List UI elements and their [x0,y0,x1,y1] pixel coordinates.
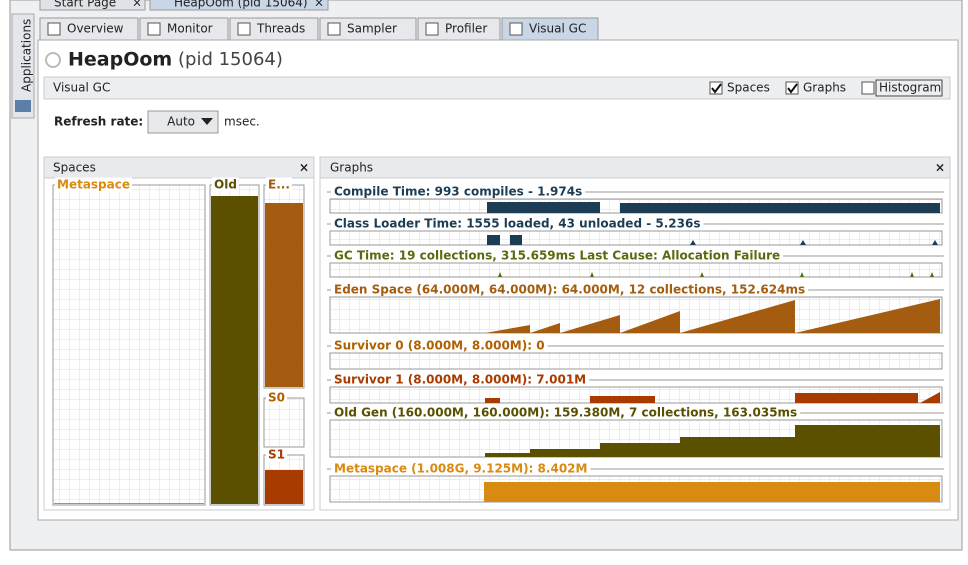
tab-label: Profiler [445,22,487,36]
label-bg [331,216,704,231]
graph-trace [487,202,940,213]
refresh-combo[interactable] [147,110,219,134]
spaces-title: Spaces [53,161,96,175]
space-label: Metaspace [57,178,130,192]
graph-label: Eden Space (64.000M, 64.000M): 64.000M, … [334,283,805,297]
refresh-label: Refresh rate: [54,115,143,129]
toolbar-label: Visual GC [53,81,110,95]
label-bg [212,177,239,192]
checkbox-label: Spaces [727,81,770,95]
label-bg [331,184,586,199]
tab-icon [509,22,523,36]
label-bg [266,447,287,462]
graph-trace [484,482,940,502]
refresh-unit: msec. [224,115,260,129]
graph-label: Survivor 1 (8.000M, 8.000M): 7.001M [334,373,586,387]
graph-trace [485,299,940,333]
graph-label: Old Gen (160.000M, 160.000M): 159.380M, … [334,406,797,420]
label-bg [331,461,591,476]
tab-icon [327,22,341,36]
checkbox[interactable] [709,81,723,95]
space-fill [211,196,258,504]
tab-icon [147,22,161,36]
close-icon[interactable]: × [299,161,309,175]
app-pid: (pid 15064) [178,49,283,70]
tab-icon [47,22,61,36]
check-mark [711,83,722,94]
label-bg [266,177,292,192]
graph-box [329,262,943,278]
check-mark [787,83,798,94]
top-tab[interactable] [149,0,329,11]
top-tab-label: Start Page [54,0,116,10]
tab-label: Monitor [167,22,213,36]
graph-trace [485,392,940,403]
label-bg [331,372,590,387]
graphs-title: Graphs [330,161,373,175]
space-fill [265,470,303,504]
sidebar-icon [15,100,31,112]
graph-box [329,230,943,246]
tab-icon [237,22,251,36]
label-bg [331,282,809,297]
space-fill [265,203,303,387]
space-fill [54,503,204,504]
graph-trace [485,425,940,457]
label-bg [331,338,548,353]
sidebar-tab[interactable] [11,13,35,119]
graph-box [329,352,943,370]
close-icon[interactable]: × [935,161,945,175]
space-label: S1 [268,448,285,462]
graph-label: Survivor 0 (8.000M, 8.000M): 0 [334,339,545,353]
checkbox[interactable] [785,81,799,95]
graph-label: Metaspace (1.008G, 9.125M): 8.402M [334,462,587,476]
refresh-value: Auto [167,115,195,129]
label-bg [266,390,287,405]
checkbox-label: Graphs [803,81,846,95]
checkbox-label: Histogram [879,81,941,95]
graph-label: Class Loader Time: 1555 loaded, 43 unloa… [334,217,700,231]
tab-icon [425,22,439,36]
tab-label: Sampler [347,22,397,36]
label-bg [55,177,132,192]
space-label: S0 [268,391,285,405]
focus-box [875,79,943,97]
checkbox[interactable] [861,81,875,95]
space-box [263,397,305,448]
app-title: HeapOom [68,49,172,71]
close-icon[interactable]: × [132,0,142,10]
graph-label: Compile Time: 993 compiles - 1.974s [334,185,582,199]
top-tab-label: HeapOom (pid 15064) [174,0,308,10]
space-label: E... [268,178,290,192]
sidebar-label: Applications [20,19,34,92]
space-label: Old [214,178,237,192]
top-tab[interactable] [39,0,146,11]
label-bg [331,405,801,420]
tab-label: Threads [256,22,305,36]
space-box [52,184,206,506]
graph-label: GC Time: 19 collections, 315.659ms Last … [334,249,780,263]
label-bg [331,248,784,263]
tab-label: Visual GC [529,22,586,36]
close-icon[interactable]: × [314,0,324,10]
tab-label: Overview [67,22,124,36]
